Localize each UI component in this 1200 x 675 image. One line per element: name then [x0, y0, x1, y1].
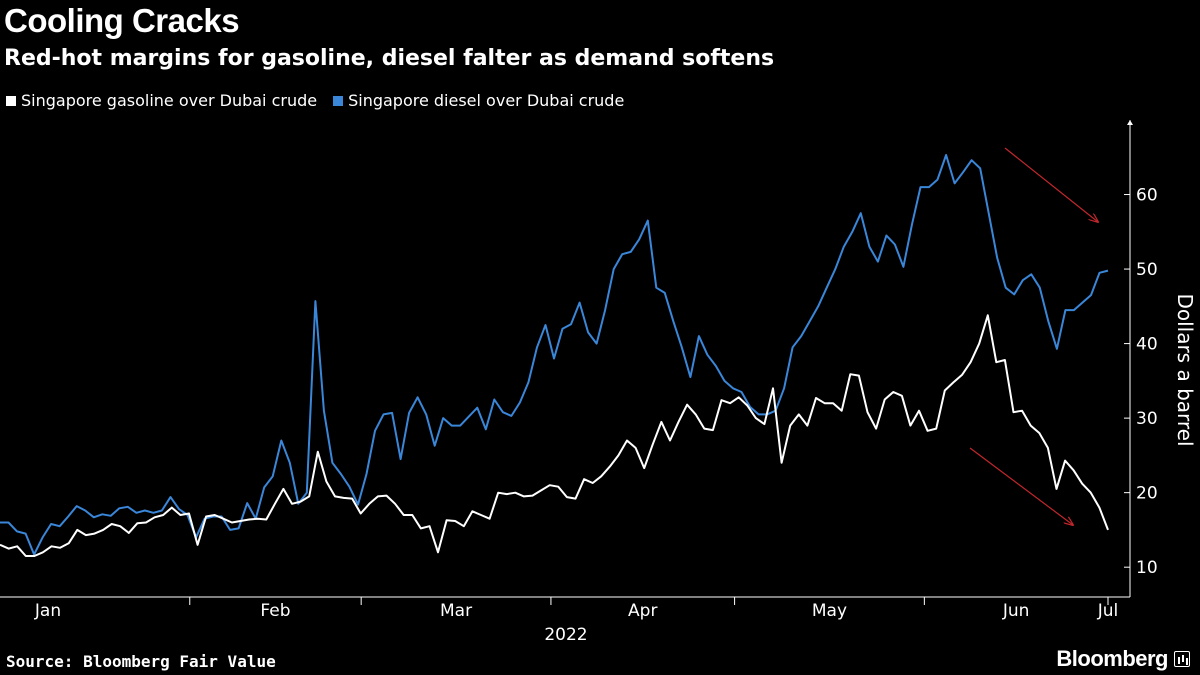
bloomberg-chart-icon	[1174, 651, 1190, 667]
trend-arrow-diesel	[1004, 147, 1098, 222]
legend-label-gasoline: Singapore gasoline over Dubai crude	[21, 91, 318, 110]
y-tick-label: 10	[1136, 558, 1158, 578]
legend-item-diesel: Singapore diesel over Dubai crude	[333, 91, 624, 110]
x-tick-label: Mar	[440, 601, 472, 621]
brand-logo: Bloomberg	[1056, 646, 1190, 672]
x-tick-label: Apr	[628, 601, 657, 621]
x-tick-label: Jan	[34, 601, 61, 621]
legend-swatch-gasoline	[6, 95, 16, 106]
x-axis-year-label: 2022	[544, 625, 587, 645]
x-tick-label: Jun	[1002, 601, 1030, 621]
y-tick-label: 40	[1136, 335, 1158, 355]
legend-swatch-diesel	[333, 95, 344, 106]
legend: Singapore gasoline over Dubai crude Sing…	[6, 91, 624, 110]
annotations	[969, 147, 1098, 525]
y-axis-label: Dollars a barrel	[1173, 293, 1197, 446]
y-tick-label: 60	[1136, 186, 1158, 206]
trend-arrow-gasoline	[969, 447, 1073, 525]
x-tick-label: May	[812, 601, 847, 621]
x-tick-label: Feb	[260, 601, 290, 621]
y-tick-label: 50	[1136, 260, 1158, 280]
source-note: Source: Bloomberg Fair Value	[6, 652, 276, 671]
y-tick-label: 30	[1136, 409, 1158, 429]
chart-title: Cooling Cracks	[4, 2, 240, 39]
series-layer	[0, 154, 1109, 557]
chart-subtitle: Red-hot margins for gasoline, diesel fal…	[4, 46, 775, 71]
y-axis-arrow	[1127, 120, 1133, 125]
legend-label-diesel: Singapore diesel over Dubai crude	[348, 91, 625, 110]
gasoline-series-line	[0, 314, 1109, 557]
brand-name: Bloomberg	[1056, 646, 1168, 671]
x-tick-label: Jul	[1097, 601, 1119, 621]
legend-item-gasoline: Singapore gasoline over Dubai crude	[6, 91, 317, 110]
axes: 10 20 30 40 50 60 Jan Feb Mar Apr May Jun Jul	[0, 120, 1158, 621]
diesel-series-line	[0, 154, 1109, 556]
y-tick-label: 20	[1136, 484, 1158, 504]
